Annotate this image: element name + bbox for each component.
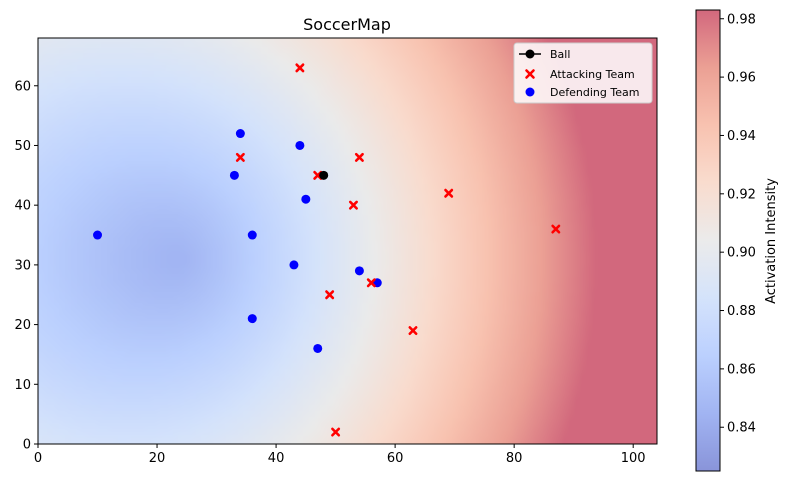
- defending-player-marker: [247, 230, 257, 240]
- y-tick-label: 60: [14, 79, 31, 94]
- colorbar-gradient: [696, 10, 720, 471]
- colorbar-tick-label: 0.84: [727, 421, 756, 436]
- attacking-player-marker: [295, 63, 305, 73]
- attacking-player-marker: [366, 278, 376, 288]
- defending-player-marker: [229, 170, 239, 180]
- x-tick-label: 20: [149, 451, 166, 466]
- x-axis: 0 20 40 60 80 100: [34, 444, 646, 466]
- attacking-player-marker: [444, 188, 454, 198]
- colorbar-tick-label: 0.92: [727, 187, 756, 202]
- colorbar-tick-label: 0.98: [727, 12, 756, 27]
- defending-player-marker: [289, 260, 299, 270]
- colorbar-frame: [695, 9, 721, 472]
- colorbar-ticks: 0.84 0.86 0.88 0.90 0.92 0.94 0.96 0.98: [720, 12, 756, 436]
- defending-player-marker: [354, 266, 364, 276]
- y-axis: 0 10 20 30 40 50 60: [14, 79, 38, 453]
- colorbar: 0.84 0.86 0.88 0.90 0.92 0.94 0.96 0.98 Activat…: [695, 9, 779, 472]
- legend-item-defending: Defending Team: [525, 86, 639, 99]
- x-tick-label: 0: [34, 451, 42, 466]
- attacking-player-marker: [331, 427, 341, 437]
- markers-layer: [93, 63, 561, 437]
- defending-player-marker: [235, 129, 245, 139]
- plot-frame: [37, 37, 658, 445]
- legend-ball-marker: [525, 49, 535, 59]
- colorbar-tick-label: 0.86: [727, 362, 756, 377]
- y-tick-label: 50: [14, 139, 31, 154]
- colorbar-label: Activation Intensity: [764, 178, 779, 304]
- legend-item-attacking: Attacking Team: [525, 68, 635, 81]
- chart-title: SoccerMap: [303, 15, 391, 34]
- y-tick-label: 30: [14, 258, 31, 273]
- y-tick-label: 10: [14, 378, 31, 393]
- attacking-player-marker: [325, 290, 335, 300]
- attacking-player-marker: [551, 224, 561, 234]
- defending-player-marker: [93, 230, 103, 240]
- legend-label-ball: Ball: [550, 48, 570, 61]
- legend-defending-marker: [525, 87, 535, 97]
- attacking-player-marker: [348, 200, 358, 210]
- plot-area: [37, 37, 658, 445]
- defending-player-marker: [313, 343, 323, 353]
- legend-label-attacking: Attacking Team: [550, 68, 635, 81]
- legend-attacking-marker: [525, 69, 535, 79]
- x-tick-label: 40: [268, 451, 285, 466]
- colorbar-tick-label: 0.88: [727, 304, 756, 319]
- attacking-player-marker: [235, 152, 245, 162]
- defending-player-marker: [295, 140, 305, 150]
- defending-player-marker: [247, 314, 257, 324]
- ball-marker: [319, 170, 329, 180]
- y-tick-label: 0: [23, 438, 31, 453]
- attacking-player-marker: [354, 152, 364, 162]
- x-tick-label: 100: [621, 451, 646, 466]
- legend-item-ball: Ball: [519, 48, 570, 61]
- y-tick-label: 40: [14, 199, 31, 214]
- x-tick-label: 60: [387, 451, 404, 466]
- defending-player-marker: [301, 194, 311, 204]
- activation-heatmap: [38, 38, 657, 444]
- colorbar-tick-label: 0.96: [727, 71, 756, 86]
- colorbar-tick-label: 0.90: [727, 246, 756, 261]
- legend-box: [513, 42, 653, 104]
- legend: Ball Attacking Team Defending Team: [513, 42, 653, 104]
- x-tick-label: 80: [506, 451, 523, 466]
- legend-label-defending: Defending Team: [550, 86, 639, 99]
- attacking-player-marker: [408, 326, 418, 336]
- y-tick-label: 20: [14, 318, 31, 333]
- colorbar-tick-label: 0.94: [727, 129, 756, 144]
